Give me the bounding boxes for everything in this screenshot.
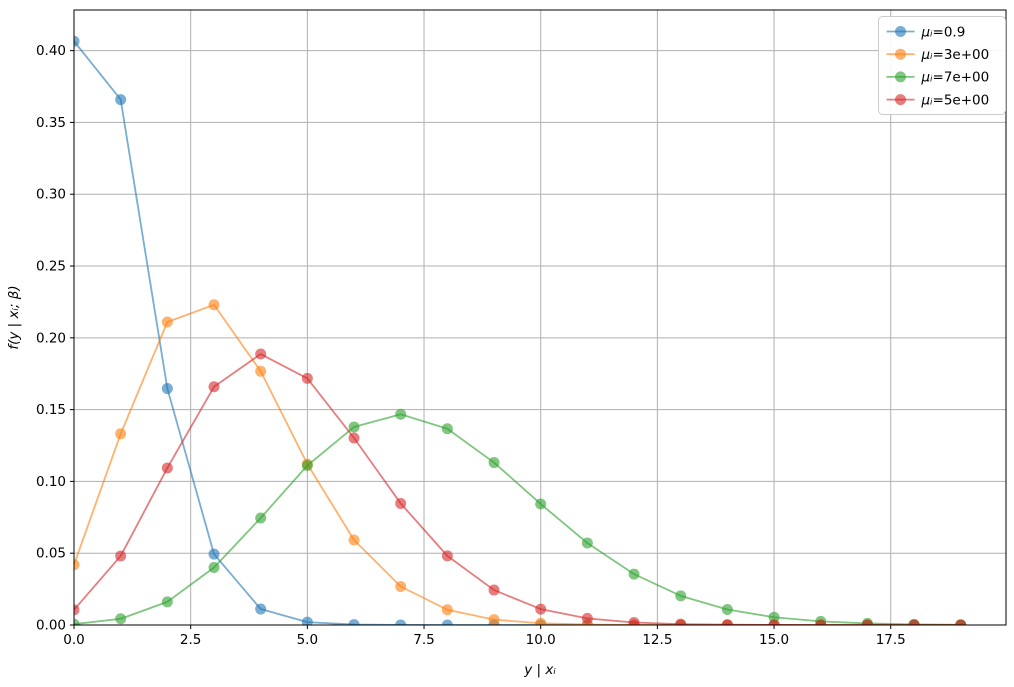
series-2-marker bbox=[208, 562, 220, 574]
legend-label: μᵢ=5e+00 bbox=[921, 92, 990, 108]
series-line-2 bbox=[74, 413, 961, 625]
series-2-marker bbox=[115, 613, 127, 625]
series-3-marker bbox=[908, 619, 920, 625]
y-tick-label: 0.20 bbox=[36, 330, 66, 346]
series-2-marker bbox=[255, 512, 267, 524]
series-3-marker bbox=[74, 604, 80, 616]
series-3-marker bbox=[115, 550, 127, 562]
series-1-marker bbox=[441, 604, 453, 616]
series-2-marker bbox=[768, 611, 780, 623]
series-0-marker bbox=[348, 619, 360, 625]
legend-label: μᵢ=0.9 bbox=[921, 24, 966, 40]
series-1-marker bbox=[255, 365, 267, 377]
series-1-marker bbox=[161, 316, 173, 328]
legend-swatch-marker bbox=[895, 48, 906, 60]
series-0-marker bbox=[395, 619, 407, 625]
series-3-marker bbox=[488, 584, 500, 596]
series-3-marker bbox=[255, 348, 267, 360]
series-0-marker bbox=[208, 548, 220, 560]
series-2-marker bbox=[395, 408, 407, 420]
series-1-marker bbox=[348, 534, 360, 546]
series-0-marker bbox=[115, 94, 127, 106]
x-tick-label: 5.0 bbox=[297, 632, 318, 648]
legend: μᵢ=0.9 μᵢ=3e+00 μᵢ=7e+00 μᵢ=5e+00 bbox=[878, 16, 1006, 115]
legend-entry: μᵢ=5e+00 bbox=[886, 92, 990, 108]
series-2-marker bbox=[535, 498, 547, 510]
tick-layer: 0.0 2.5 5.0 7.5 10.0 12.5 15.0 17.5 0.00 0.05 0.10… bbox=[36, 43, 906, 648]
series-0-marker bbox=[441, 619, 453, 625]
y-tick-label: 0.30 bbox=[36, 187, 66, 203]
legend-entry: μᵢ=0.9 bbox=[886, 24, 966, 40]
legend-entry: μᵢ=7e+00 bbox=[886, 70, 990, 86]
series-0-marker bbox=[255, 603, 267, 615]
y-tick-label: 0.25 bbox=[36, 259, 66, 275]
series-2-marker bbox=[721, 603, 733, 615]
y-axis-label: f(y | xᵢ; β) bbox=[6, 285, 22, 349]
y-tick-label: 0.10 bbox=[36, 474, 66, 490]
series-1-marker bbox=[535, 617, 547, 625]
series-1-marker bbox=[74, 559, 80, 571]
series-3-marker bbox=[348, 432, 360, 444]
legend-label: μᵢ=7e+00 bbox=[921, 70, 990, 86]
x-tick-label: 2.5 bbox=[180, 632, 201, 648]
y-tick-label: 0.05 bbox=[36, 546, 66, 562]
series-3-marker bbox=[721, 619, 733, 625]
series-2-marker bbox=[74, 618, 80, 625]
y-tick-label: 0.15 bbox=[36, 402, 66, 418]
series-1-marker bbox=[488, 614, 500, 625]
series-0-marker bbox=[301, 616, 313, 625]
x-tick-label: 7.5 bbox=[413, 632, 434, 648]
series-2-marker bbox=[581, 537, 593, 549]
series-0-marker bbox=[74, 35, 80, 47]
series-2-marker bbox=[488, 457, 500, 469]
x-tick-label: 17.5 bbox=[876, 632, 906, 648]
legend-label: μᵢ=3e+00 bbox=[921, 47, 990, 63]
series-3-marker bbox=[628, 617, 640, 625]
series-1-marker bbox=[395, 581, 407, 592]
series-line-1 bbox=[74, 303, 961, 625]
legend-swatch-marker bbox=[895, 71, 906, 83]
series-2-marker bbox=[348, 421, 360, 433]
x-tick-label: 15.0 bbox=[759, 632, 789, 648]
x-tick-label: 10.0 bbox=[526, 632, 556, 648]
series-3-marker bbox=[301, 372, 313, 384]
grid-layer bbox=[73, 10, 1006, 626]
legend-swatch-marker bbox=[895, 26, 906, 37]
series-3-marker bbox=[955, 619, 967, 625]
legend-swatch-marker bbox=[895, 94, 906, 106]
series-2-marker bbox=[441, 423, 453, 435]
y-tick-label: 0.40 bbox=[36, 43, 66, 59]
series-3-marker bbox=[675, 618, 687, 625]
series-3-marker bbox=[208, 381, 220, 393]
x-tick-label: 0.0 bbox=[63, 632, 84, 648]
series-3-marker bbox=[768, 619, 780, 625]
legend-entry: μᵢ=3e+00 bbox=[886, 47, 990, 63]
series-3-marker bbox=[815, 619, 827, 625]
series-3-marker bbox=[535, 603, 547, 615]
series-2-marker bbox=[161, 596, 173, 608]
x-axis-label: y | xᵢ bbox=[523, 662, 556, 678]
series-3-marker bbox=[581, 612, 593, 624]
series-2-marker bbox=[675, 590, 687, 602]
series-3-marker bbox=[861, 619, 873, 625]
x-tick-label: 12.5 bbox=[642, 632, 672, 648]
series-line-0 bbox=[74, 40, 961, 625]
series-1-marker bbox=[208, 299, 220, 311]
series-0-marker bbox=[161, 383, 173, 395]
series-2-marker bbox=[301, 460, 313, 472]
series-3-marker bbox=[161, 462, 173, 474]
y-tick-label: 0.00 bbox=[36, 618, 66, 634]
series-3-marker bbox=[395, 497, 407, 509]
legend-box bbox=[878, 16, 1006, 115]
plot-border bbox=[73, 9, 1007, 626]
series-2-marker bbox=[628, 568, 640, 580]
series-3-marker bbox=[441, 550, 453, 562]
series-1-marker bbox=[115, 428, 127, 440]
y-tick-label: 0.35 bbox=[36, 115, 66, 131]
